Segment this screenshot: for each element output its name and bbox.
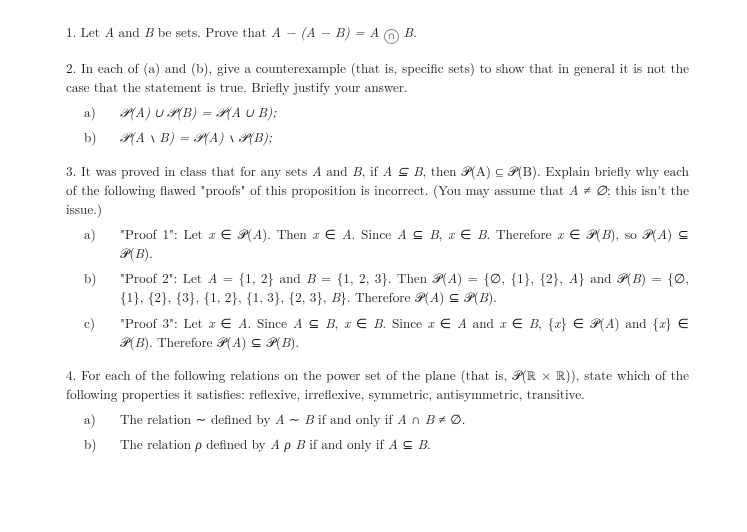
p2b-eq: 𝒫(A ∖ B) = 𝒫(A) ∖ 𝒫(B); bbox=[120, 127, 272, 146]
p3b-text: "Proof 2": Let A = {1, 2} and B = {1, 2,… bbox=[120, 268, 689, 306]
problem-3: 3. It was proved in class that for any s… bbox=[66, 161, 689, 351]
p4-part-b: b)The relation ρ defined by A ρ B if and… bbox=[84, 434, 689, 453]
part-label: b) bbox=[102, 268, 120, 287]
p4-part-a: a)The relation ∼ defined by A ∼ B if and… bbox=[84, 409, 689, 428]
p3-part-c: c)"Proof 3": Let x ∈ A. Since A ⊆ B, x ∈… bbox=[84, 313, 689, 351]
p4-intro: 4. For each of the following relations o… bbox=[66, 365, 689, 403]
p2-intro: 2. In each of (a) and (b), give a counte… bbox=[66, 58, 689, 96]
document-page: 1. Let A and B be sets. Prove that A − (… bbox=[0, 0, 747, 487]
p3c-text: "Proof 3": Let x ∈ A. Since A ⊆ B, x ∈ B… bbox=[120, 313, 689, 351]
problem-4: 4. For each of the following relations o… bbox=[66, 365, 689, 454]
p2a-eq: 𝒫(A) ∪ 𝒫(B) = 𝒫(A ∪ B); bbox=[120, 102, 276, 121]
p3-intro: 3. It was proved in class that for any s… bbox=[66, 161, 689, 218]
p4a-text: The relation ∼ defined by A ∼ B if and o… bbox=[120, 409, 465, 428]
annotation-circle: ∩ bbox=[384, 29, 399, 44]
p2-part-a: a)𝒫(A) ∪ 𝒫(B) = 𝒫(A ∪ B); bbox=[84, 102, 689, 121]
part-label: a) bbox=[102, 409, 120, 428]
p1-text: 1. Let A and B be sets. Prove that A − (… bbox=[66, 22, 417, 41]
p3-part-b: b)"Proof 2": Let A = {1, 2} and B = {1, … bbox=[84, 268, 689, 306]
part-label: b) bbox=[102, 127, 120, 146]
p3a-text: "Proof 1": Let x ∈ 𝒫(A). Then x ∈ A. Sin… bbox=[120, 224, 689, 262]
part-label: c) bbox=[102, 313, 120, 332]
part-label: b) bbox=[102, 434, 120, 453]
p4b-text: The relation ρ defined by A ρ B if and o… bbox=[120, 434, 431, 453]
part-label: a) bbox=[102, 102, 120, 121]
part-label: a) bbox=[102, 224, 120, 243]
problem-2: 2. In each of (a) and (b), give a counte… bbox=[66, 58, 689, 147]
p3-part-a: a)"Proof 1": Let x ∈ 𝒫(A). Then x ∈ A. S… bbox=[84, 224, 689, 262]
p2-part-b: b)𝒫(A ∖ B) = 𝒫(A) ∖ 𝒫(B); bbox=[84, 127, 689, 146]
problem-1: 1. Let A and B be sets. Prove that A − (… bbox=[66, 22, 689, 44]
